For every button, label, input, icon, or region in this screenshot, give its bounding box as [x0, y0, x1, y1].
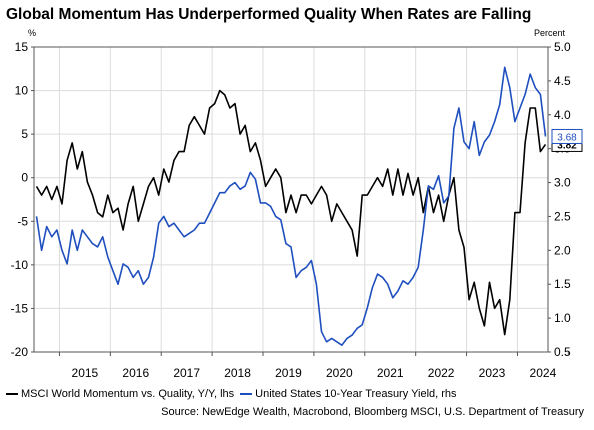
- right-axis-tick-label: 3.0: [554, 176, 571, 190]
- x-axis-tick-label: 2019: [275, 366, 302, 380]
- left-axis-unit: %: [28, 28, 36, 38]
- legend-item-momentum: MSCI World Momentum vs. Quality, Y/Y, lh…: [6, 388, 234, 400]
- legend-label-treasury: United States 10-Year Treasury Yield, rh…: [255, 388, 457, 400]
- left-axis-tick-label: 5: [21, 127, 28, 141]
- end-label-treasury: 3.68: [557, 132, 577, 143]
- legend-swatch-momentum: [6, 393, 18, 395]
- x-axis-tick-label: 2017: [173, 366, 200, 380]
- legend: MSCI World Momentum vs. Quality, Y/Y, lh…: [6, 388, 463, 400]
- right-axis-tick-label: 4.0: [554, 108, 571, 122]
- x-axis-tick-label: 2022: [428, 366, 455, 380]
- left-axis-tick-label: 15: [15, 40, 29, 54]
- right-axis-tick-label: 1.0: [554, 311, 571, 325]
- right-axis-tick-label: 4.5: [554, 74, 571, 88]
- left-axis-tick-label: -20: [11, 345, 29, 359]
- right-axis-tick-label: 0.5: [554, 345, 571, 359]
- left-axis-tick-label: 0: [21, 171, 28, 185]
- right-axis-tick-label: 2.0: [554, 243, 571, 257]
- x-axis-tick-label: 2015: [72, 366, 99, 380]
- right-axis-unit: Percent: [534, 28, 566, 38]
- series-line-treasury: [35, 66, 547, 346]
- legend-item-treasury: United States 10-Year Treasury Yield, rh…: [240, 388, 457, 400]
- legend-swatch-treasury: [240, 393, 253, 395]
- left-axis-tick-label: 10: [15, 84, 29, 98]
- right-axis-tick-label: 5.0: [554, 40, 571, 54]
- x-axis-tick-label: 2018: [224, 366, 251, 380]
- x-axis-tick-label: 2024: [530, 366, 557, 380]
- series-line-momentum: [35, 89, 547, 336]
- left-axis-tick-label: -10: [11, 258, 29, 272]
- end-label-momentum: 3.82: [557, 140, 577, 151]
- x-axis-tick-label: 2023: [479, 366, 506, 380]
- plot-frame: [33, 46, 549, 353]
- left-axis-tick-label: -15: [11, 301, 29, 315]
- right-axis-tick-label: 1.5: [554, 277, 571, 291]
- end-labels: 3.823.68: [551, 128, 583, 152]
- chart-title: Global Momentum Has Underperformed Quali…: [6, 6, 532, 23]
- x-axis-tick-label: 2020: [326, 366, 353, 380]
- grid: [34, 46, 548, 353]
- x-axis-tick-label: 2016: [122, 366, 149, 380]
- right-axis-tick-label: 2.5: [554, 209, 571, 223]
- legend-label-momentum: MSCI World Momentum vs. Quality, Y/Y, lh…: [21, 388, 235, 400]
- x-axis-tick-label: 2021: [377, 366, 404, 380]
- end-label-treasury-box: [551, 128, 583, 144]
- series: [35, 66, 547, 346]
- left-axis-tick-label: -5: [17, 214, 28, 228]
- source-note: Source: NewEdge Wealth, Macrobond, Bloom…: [161, 406, 584, 418]
